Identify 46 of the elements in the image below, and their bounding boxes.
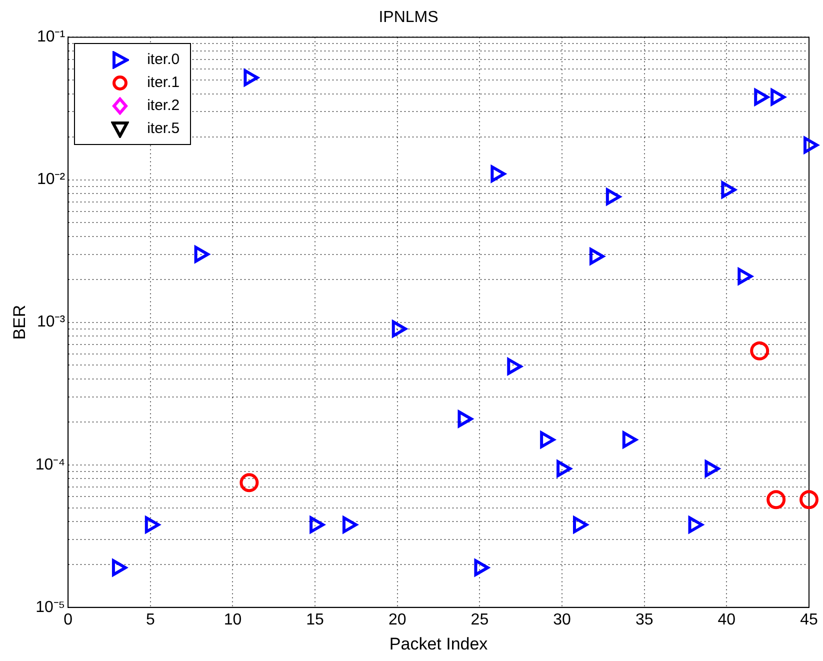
point [458, 410, 473, 428]
x-tick-label: 45 [800, 611, 818, 628]
point [754, 88, 770, 106]
point [490, 165, 506, 182]
x-tick-label: 30 [553, 611, 572, 628]
point [194, 246, 210, 263]
point [244, 69, 259, 86]
point [144, 516, 160, 534]
x-tick-label: 35 [635, 611, 654, 628]
x-axis-title: Packet Index [389, 634, 488, 654]
point [804, 136, 818, 154]
legend-label: iter.0 [147, 51, 180, 68]
point [474, 559, 490, 576]
point [540, 431, 556, 448]
x-tick-label: 25 [470, 611, 489, 628]
point [507, 358, 522, 375]
x-tick-label: 0 [64, 611, 73, 628]
x-tick-label: 15 [306, 611, 324, 628]
point [770, 88, 786, 106]
x-tick-label: 10 [224, 611, 242, 628]
y-tick-label: 10⁻¹ [36, 28, 66, 46]
y-tick-label: 10⁻⁴ [35, 456, 66, 474]
y-tick-label: 10⁻³ [36, 314, 66, 331]
point [721, 181, 736, 198]
point [392, 320, 407, 338]
x-tick-label: 40 [718, 611, 736, 628]
chart-title: IPNLMS [378, 9, 438, 26]
point [738, 268, 753, 285]
y-tick-label: 10⁻⁵ [36, 598, 66, 616]
legend-label: iter.5 [147, 120, 180, 138]
legend-label: iter.2 [147, 97, 180, 114]
point [622, 431, 638, 448]
point [606, 188, 621, 206]
point [589, 248, 604, 265]
y-axis-title: BER [10, 304, 29, 340]
point [112, 559, 127, 576]
point [688, 516, 704, 534]
y-tick-label: 10⁻² [36, 171, 66, 188]
x-tick-label: 20 [388, 611, 406, 628]
point [704, 460, 720, 478]
point [556, 460, 572, 478]
point [572, 516, 588, 534]
x-tick-label: 5 [146, 611, 155, 628]
point [310, 516, 325, 534]
point [342, 516, 358, 534]
legend-label: iter.1 [147, 74, 180, 92]
